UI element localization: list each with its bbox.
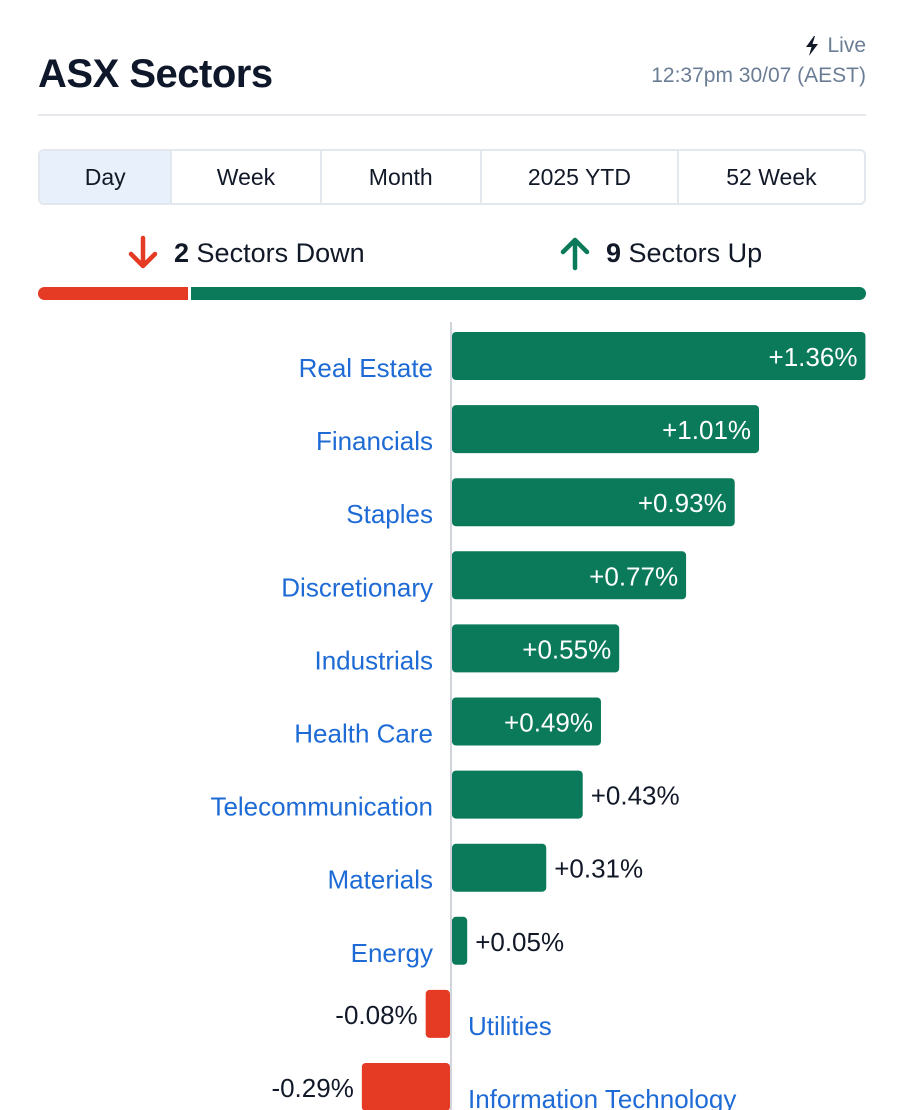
bar[interactable]	[452, 624, 620, 673]
tab-day[interactable]: Day	[40, 151, 173, 203]
sectors-down-count: 2	[174, 237, 190, 268]
sector-label[interactable]: Discretionary	[281, 572, 433, 602]
value-label: +0.05%	[475, 927, 564, 957]
sector-row[interactable]: Staples +0.93%	[346, 478, 735, 529]
sector-label[interactable]: Information Technology	[468, 1084, 736, 1110]
sectors-down-summary: 2 Sectors Down	[126, 234, 365, 272]
arrow-down-icon	[128, 235, 158, 269]
value-label: +0.49%	[504, 708, 593, 738]
tab-2025-ytd[interactable]: 2025 YTD	[482, 151, 679, 203]
header: ASX Sectors Live 12:37pm 30/07 (AEST)	[38, 30, 866, 116]
tab-week[interactable]: Week	[172, 151, 322, 203]
bar[interactable]	[452, 551, 687, 600]
tab-month[interactable]: Month	[322, 151, 482, 203]
sector-label[interactable]: Utilities	[468, 1011, 552, 1041]
value-label: -0.29%	[271, 1073, 353, 1103]
sectors-up-count: 9	[606, 237, 622, 268]
bar[interactable]	[361, 1063, 450, 1110]
sector-row[interactable]: Energy +0.05%	[351, 916, 564, 968]
sectors-up-summary: 9 Sectors Up	[558, 234, 762, 272]
sector-row[interactable]: Telecommunication +0.43%	[210, 770, 680, 822]
sector-label[interactable]: Staples	[346, 499, 433, 529]
value-label: +0.55%	[522, 634, 611, 664]
breadth-down-segment	[38, 287, 188, 300]
value-label: +0.43%	[591, 781, 680, 811]
sector-label[interactable]: Industrials	[315, 645, 434, 675]
sector-row[interactable]: Materials +0.31%	[328, 843, 644, 895]
bar[interactable]	[425, 989, 450, 1038]
lightning-icon	[806, 36, 819, 56]
bar[interactable]	[452, 332, 866, 380]
bar[interactable]	[452, 478, 735, 527]
live-label: Live	[827, 34, 866, 57]
timestamp: 12:37pm 30/07 (AEST)	[651, 64, 866, 87]
value-label: +0.31%	[554, 854, 643, 884]
breadth-bar	[38, 287, 866, 300]
value-label: +0.77%	[589, 561, 678, 591]
sectors-up-label: Sectors Up	[628, 237, 763, 268]
bar[interactable]	[452, 843, 547, 892]
sector-row[interactable]: Financials +1.01%	[316, 405, 760, 456]
sector-label[interactable]: Health Care	[294, 719, 433, 749]
value-label: +0.93%	[638, 488, 727, 518]
sector-label[interactable]: Materials	[328, 865, 433, 895]
sector-row[interactable]: Utilities -0.08%	[335, 989, 552, 1041]
sector-label[interactable]: Financials	[316, 426, 433, 456]
sector-row[interactable]: Information Technology -0.29%	[271, 1063, 736, 1110]
page-title: ASX Sectors	[38, 52, 273, 96]
value-label: -0.08%	[335, 1000, 417, 1030]
period-tabs: Day Week Month 2025 YTD 52 Week	[38, 149, 866, 205]
bar[interactable]	[452, 697, 601, 746]
value-label: +1.36%	[769, 342, 858, 372]
sector-label[interactable]: Energy	[351, 938, 433, 968]
sector-bar-chart: Real Estate +1.36% Financials +1.01% Staples…	[0, 322, 920, 1110]
sector-row[interactable]: Health Care +0.49%	[294, 697, 601, 749]
sector-row[interactable]: Industrials +0.55%	[315, 624, 620, 675]
sector-row[interactable]: Discretionary +0.77%	[281, 551, 687, 602]
tab-52-week[interactable]: 52 Week	[726, 163, 817, 190]
bar[interactable]	[452, 770, 583, 819]
bar[interactable]	[452, 916, 468, 965]
value-label: +1.01%	[662, 415, 751, 445]
arrow-up-icon	[560, 237, 590, 271]
sector-label[interactable]: Telecommunication	[210, 792, 433, 822]
sectors-down-label: Sectors Down	[196, 237, 365, 268]
sector-row[interactable]: Real Estate +1.36%	[299, 332, 866, 383]
breadth-up-segment	[191, 287, 866, 300]
sector-label[interactable]: Real Estate	[299, 353, 433, 383]
bar[interactable]	[452, 405, 760, 454]
live-indicator: Live	[803, 34, 866, 58]
chart-svg: Real Estate +1.36% Financials +1.01% Staples…	[210, 322, 866, 1110]
